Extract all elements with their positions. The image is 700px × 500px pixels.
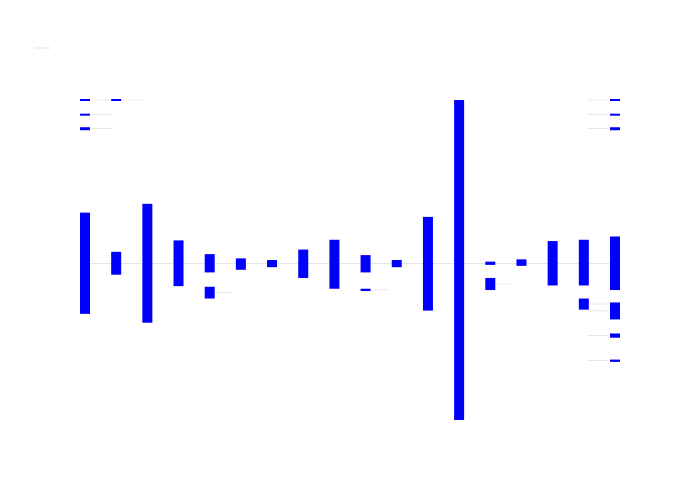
legend-mark-2 xyxy=(80,113,90,116)
bar-4 xyxy=(204,254,215,273)
bar-1 xyxy=(111,251,122,275)
extra-bar-6 xyxy=(610,359,620,362)
extra-bar-1 xyxy=(360,288,371,292)
bar-0 xyxy=(80,212,90,314)
bar-9 xyxy=(360,255,371,273)
bar-2 xyxy=(142,203,153,323)
bar-15 xyxy=(547,241,558,286)
bar-8 xyxy=(329,239,340,289)
extra-bars-group xyxy=(204,277,620,362)
extra-bar-4 xyxy=(610,302,620,320)
bar-11 xyxy=(422,216,433,311)
bar-14 xyxy=(516,259,527,266)
bars-group xyxy=(80,100,620,420)
extra-bar-3 xyxy=(578,298,589,310)
legend-mark-1 xyxy=(111,99,122,101)
bar-10 xyxy=(391,260,402,268)
bar-3 xyxy=(173,240,184,287)
legend-mark-3 xyxy=(80,127,90,131)
bar-5 xyxy=(235,258,246,270)
legend-marks-group xyxy=(80,99,620,131)
extra-bar-2 xyxy=(485,277,496,291)
legend-mark-4 xyxy=(610,99,620,101)
bar-12 xyxy=(454,100,465,420)
bar-17 xyxy=(610,236,620,291)
legend-mark-6 xyxy=(610,127,620,131)
bar-16 xyxy=(578,239,589,286)
bar-6 xyxy=(267,260,278,268)
bar-13 xyxy=(485,261,496,265)
legend-mark-0 xyxy=(80,99,90,101)
bar-7 xyxy=(298,249,309,278)
extra-bar-0 xyxy=(204,286,215,299)
legend-mark-5 xyxy=(610,113,620,116)
extra-bar-5 xyxy=(610,333,620,338)
